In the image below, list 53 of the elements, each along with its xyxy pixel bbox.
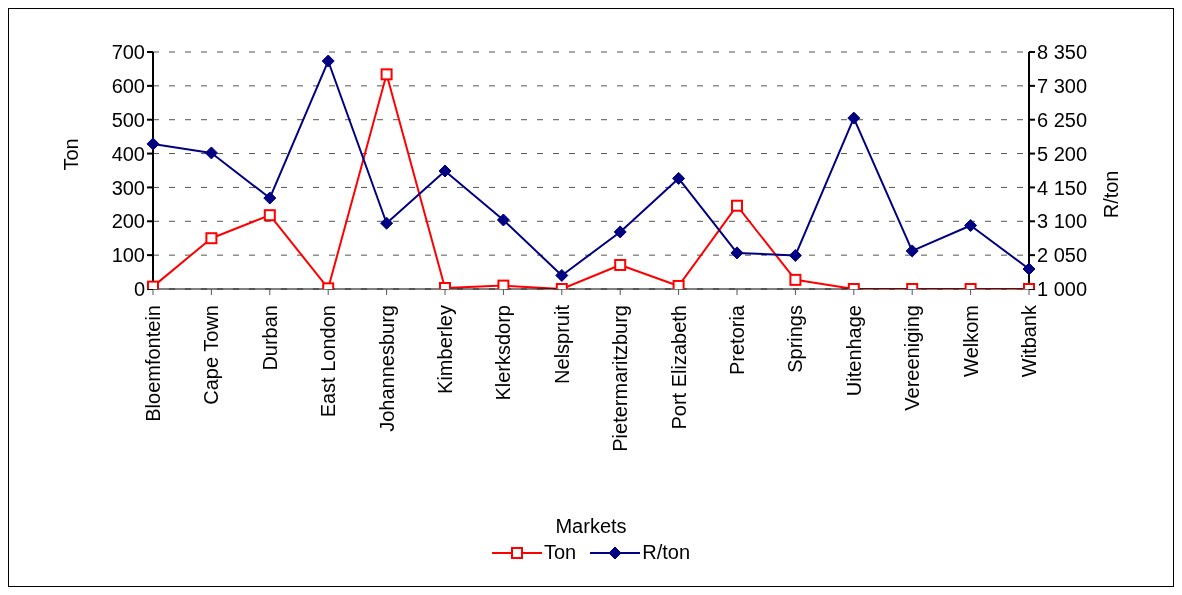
point — [555, 268, 569, 282]
point — [905, 244, 919, 258]
y2-axis-title: R/ton — [1100, 170, 1123, 219]
point — [496, 213, 510, 227]
point — [438, 164, 452, 178]
y-tick-label: 700 — [111, 41, 145, 64]
x-tick-label: Uitenhage — [842, 305, 865, 397]
y-tick-label: 400 — [111, 142, 145, 165]
x-tick-label: Johannesburg — [375, 305, 398, 432]
x-tick-label: Pietermaritzburg — [609, 305, 632, 452]
legend-label: R/ton — [642, 541, 691, 564]
y-tick-label: 300 — [111, 176, 145, 199]
point — [380, 216, 394, 230]
y2-tick-label: 7 300 — [1037, 74, 1088, 97]
y-axis-title: Ton — [60, 138, 83, 171]
x-tick-label: Vereeniging — [901, 305, 924, 411]
point — [788, 248, 802, 262]
y-tick-label: 200 — [111, 210, 145, 233]
x-tick-label: Pretoria — [726, 304, 748, 376]
x-tick-label: Welkom — [959, 305, 982, 377]
y2-tick-label: 3 100 — [1037, 210, 1088, 233]
legend-label: Ton — [543, 541, 577, 564]
point — [1022, 262, 1036, 276]
point — [204, 146, 218, 160]
x-tick-label: Cape Town — [200, 305, 223, 405]
y2-tick-label: 2 050 — [1037, 244, 1088, 267]
y-tick-label: 500 — [111, 108, 145, 131]
x-tick-label: Kimberley — [434, 305, 456, 394]
x-axis-title: Markets — [555, 515, 627, 537]
y2-tick-label: 1 000 — [1037, 278, 1088, 301]
x-tick-label: Witbank — [1018, 304, 1040, 378]
point — [672, 171, 686, 185]
point — [263, 191, 277, 205]
point — [321, 54, 335, 68]
y-tick-label: 0 — [133, 278, 145, 301]
y2-tick-label: 8 350 — [1037, 41, 1088, 64]
y2-tick-label: 6 250 — [1037, 108, 1088, 131]
y-tick-label: 600 — [111, 74, 145, 97]
x-tick-label: Bloemfontein — [142, 305, 164, 422]
y2-tick-label: 5 200 — [1037, 142, 1088, 165]
y-tick-label: 100 — [111, 244, 145, 267]
point — [964, 218, 978, 232]
point — [730, 246, 744, 260]
x-tick-label: Klerksdorp — [492, 305, 515, 401]
x-tick-label: Nelspruit — [550, 304, 573, 384]
x-tick-label: East London — [317, 305, 340, 418]
point — [146, 137, 160, 151]
x-tick-label: Port Elizabeth — [667, 305, 690, 430]
point — [613, 225, 627, 239]
x-tick-label: Springs — [784, 305, 807, 373]
x-tick-label: Durban — [258, 305, 281, 371]
point — [847, 111, 861, 125]
y2-tick-label: 4 150 — [1037, 176, 1088, 199]
